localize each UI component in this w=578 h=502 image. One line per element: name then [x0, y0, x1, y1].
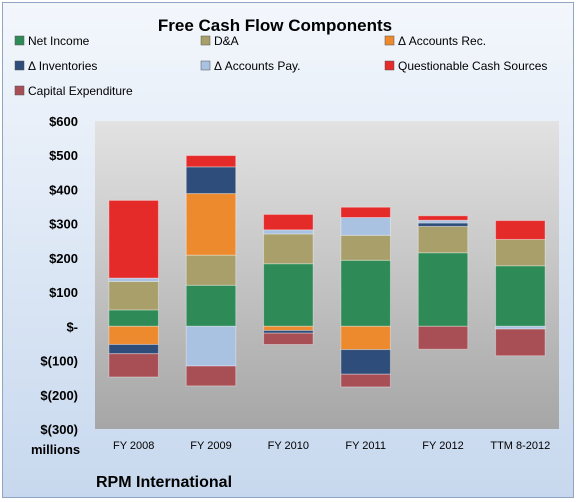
y-tick-label: $(300) [40, 422, 78, 437]
bar-inventories-fy-2008 [108, 343, 159, 355]
legend-swatch-inventories [14, 60, 25, 71]
y-tick-label: $(200) [40, 388, 78, 403]
y-tick-label: $400 [49, 182, 78, 197]
bar-capital-expenditure-fy-2010 [263, 332, 314, 345]
legend-label-inventories: Δ Inventories [28, 59, 97, 73]
legend-swatch-accounts-rec [384, 35, 395, 46]
bar-accounts-pay-fy-2010 [263, 229, 314, 235]
legend-swatch-capital-expenditure [14, 85, 25, 96]
legend-label-net-income: Net Income [28, 34, 90, 48]
unit-label: millions [31, 442, 80, 457]
chart-frame: Free Cash Flow Components Net Income D&A Δ… [2, 2, 574, 498]
free-cash-flow-chart: Free Cash Flow Components Net Income D&A Δ… [14, 16, 559, 491]
bar-accounts-pay-fy-2009 [185, 325, 237, 367]
y-tick-label: $500 [49, 148, 78, 163]
x-tick-label: FY 2011 [345, 440, 386, 452]
bar-net-income-fy-2012 [417, 252, 469, 327]
bar-net-income-fy-2010 [263, 263, 314, 327]
legend-label-capital-expenditure: Capital Expenditure [28, 84, 133, 98]
bar-net-income-fy-2008 [108, 309, 159, 327]
x-tick-label: FY 2008 [113, 440, 154, 452]
x-tick-label: FY 2012 [422, 440, 463, 452]
bar-questionable-cash-sources-fy-2012 [417, 215, 469, 221]
bar-accounts-pay-fy-2011 [340, 217, 391, 236]
y-tick-label: $300 [49, 217, 78, 232]
plot-area [95, 121, 559, 429]
y-tick-label: $(100) [40, 354, 78, 369]
company-name: RPM International [96, 474, 232, 491]
y-axis: $(300) $(200) $(100) $- $100 $200 $300 $400 $500… [40, 114, 78, 437]
legend-swatch-questionable-cash-sources [384, 60, 395, 71]
legend-swatch-net-income [14, 35, 25, 46]
bar-d-a-ttm-8-2012 [495, 238, 546, 267]
legend-label-accounts-pay: Δ Accounts Pay. [214, 59, 301, 73]
y-tick-label: $- [66, 319, 78, 334]
bar-net-income-fy-2011 [340, 259, 391, 327]
bar-questionable-cash-sources-fy-2009 [185, 155, 237, 168]
y-tick-label: $100 [49, 285, 78, 300]
x-tick-label: TTM 8-2012 [490, 440, 550, 452]
bar-capital-expenditure-fy-2008 [108, 353, 159, 378]
bar-inventories-fy-2011 [340, 349, 391, 375]
bar-d-a-fy-2010 [263, 233, 314, 265]
bar-inventories-fy-2012 [417, 222, 469, 227]
bar-accounts-pay-fy-2008 [108, 277, 159, 283]
x-axis: FY 2008 FY 2009 FY 2010 FY 2011 FY 2012 TTM 8… [113, 440, 550, 452]
legend-swatch-d-a [200, 35, 211, 46]
bar-net-income-fy-2009 [185, 284, 237, 327]
bar-capital-expenditure-fy-2011 [340, 373, 391, 388]
bar-capital-expenditure-ttm-8-2012 [495, 328, 546, 357]
chart-title: Free Cash Flow Components [158, 16, 392, 35]
bar-net-income-ttm-8-2012 [495, 265, 546, 327]
bar-accounts-rec-fy-2011 [340, 325, 391, 351]
bar-accounts-rec-fy-2009 [185, 193, 237, 256]
legend-swatch-accounts-pay [200, 60, 211, 71]
bar-d-a-fy-2011 [340, 234, 391, 261]
x-tick-label: FY 2009 [190, 440, 231, 452]
legend-label-questionable-cash-sources: Questionable Cash Sources [398, 59, 547, 73]
legend: Net Income D&A Δ Accounts Rec. Δ Inventorie… [14, 34, 547, 98]
y-tick-label: $200 [49, 251, 78, 266]
bar-accounts-rec-fy-2010 [263, 325, 314, 331]
y-tick-label: $600 [49, 114, 78, 129]
bar-questionable-cash-sources-fy-2008 [108, 199, 159, 279]
legend-label-d-a: D&A [214, 34, 239, 48]
bar-capital-expenditure-fy-2009 [185, 365, 237, 387]
bar-d-a-fy-2008 [108, 281, 159, 311]
bar-d-a-fy-2012 [417, 225, 469, 254]
bar-questionable-cash-sources-fy-2011 [340, 206, 391, 219]
legend-label-accounts-rec: Δ Accounts Rec. [398, 34, 486, 48]
bar-capital-expenditure-fy-2012 [417, 325, 469, 350]
bar-d-a-fy-2009 [185, 254, 237, 286]
x-tick-label: FY 2010 [268, 440, 309, 452]
bar-inventories-fy-2009 [185, 166, 237, 195]
bar-questionable-cash-sources-fy-2010 [263, 213, 314, 231]
bar-questionable-cash-sources-ttm-8-2012 [495, 220, 546, 240]
bar-accounts-rec-fy-2008 [108, 325, 159, 345]
bars [108, 155, 546, 388]
